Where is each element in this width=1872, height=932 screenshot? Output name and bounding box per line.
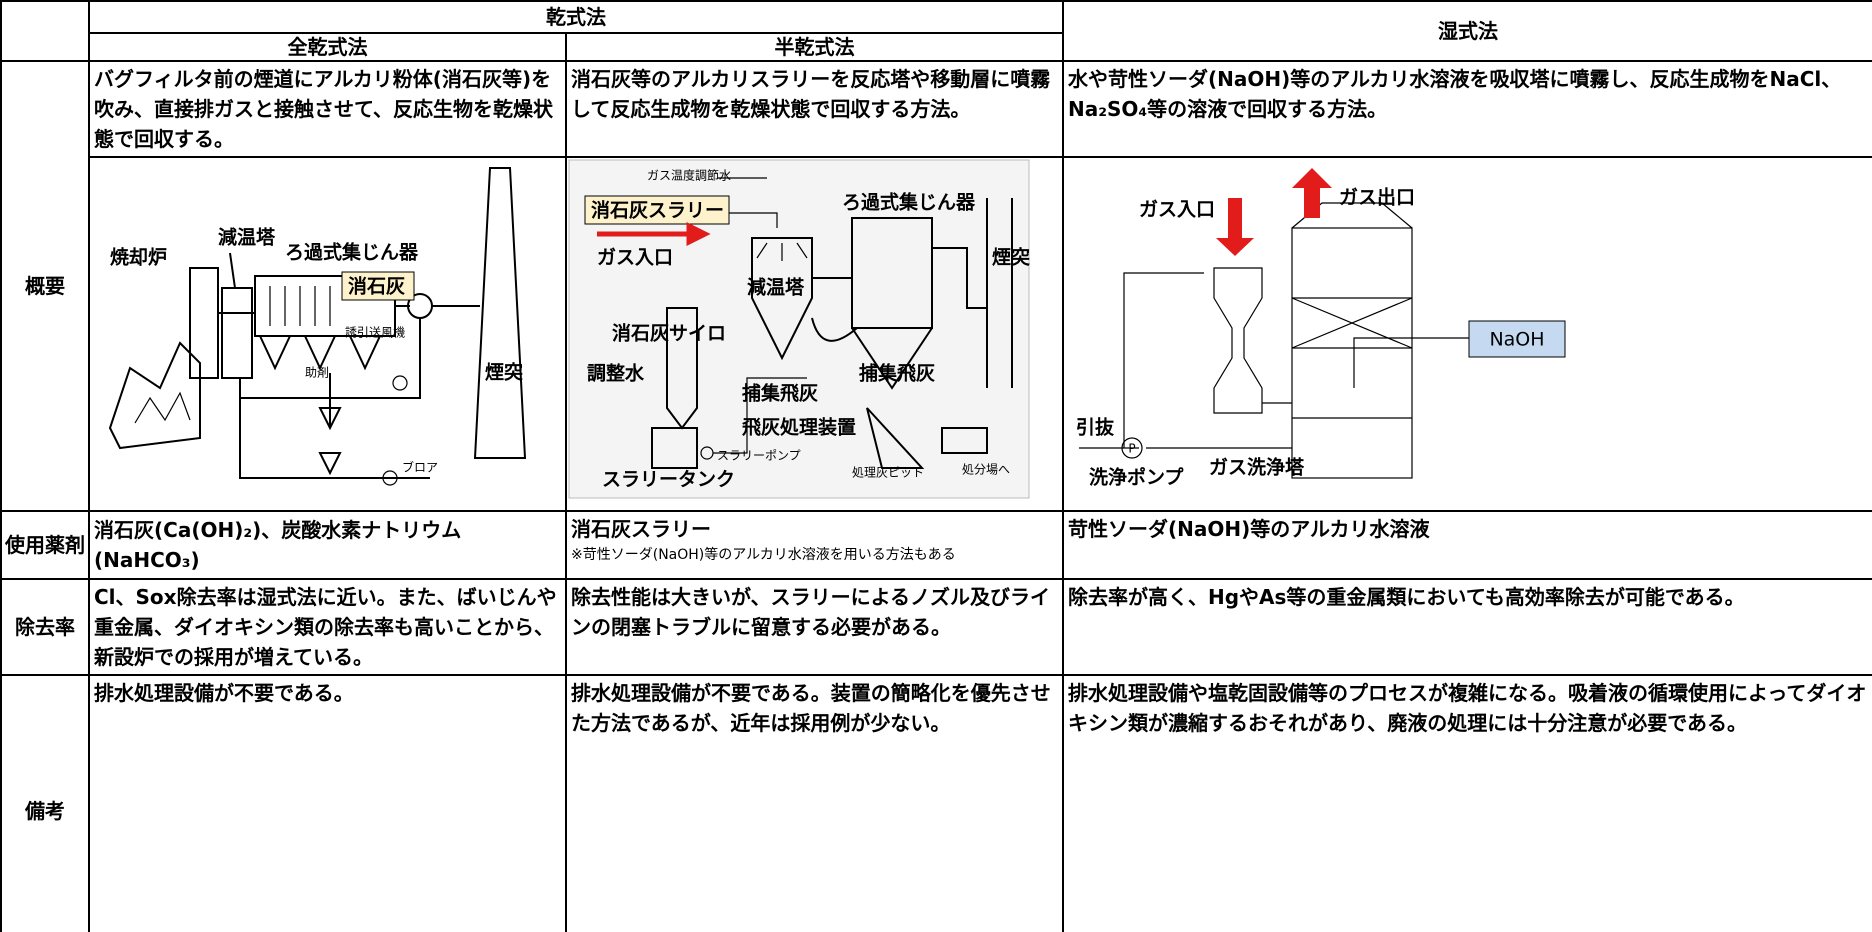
diagram-label: 引抜	[1076, 416, 1115, 439]
diagram-label: 処理灰ピット	[852, 466, 924, 480]
diagram-label: 処分場へ	[962, 463, 1010, 477]
diagram-label: ろ過式集じん器	[842, 191, 976, 214]
diagram-label: 煙突	[992, 246, 1030, 269]
diagram-row: 焼却炉 減温塔 ろ過式集じん器 消石灰 煙突 誘引送風機 助剤 ブロア	[1, 156, 1872, 512]
corner-cell	[0, 0, 90, 62]
diagram-label: 消石灰サイロ	[612, 322, 726, 345]
cell-note: ※苛性ソーダ(NaOH)等のアルカリ水溶液を用いる方法もある	[571, 547, 956, 563]
label-box	[584, 195, 730, 225]
cell: 消石灰スラリー ※苛性ソーダ(NaOH)等のアルカリ水溶液を用いる方法もある	[565, 510, 1064, 580]
diagram-label: ろ過式集じん器	[285, 241, 419, 264]
arrow	[1216, 198, 1254, 256]
header-wet: 湿式法	[1062, 0, 1872, 62]
header-semi-dry: 半乾式法	[565, 32, 1064, 62]
diagram-label: ガス洗浄塔	[1209, 456, 1305, 479]
cell: 排水処理設備や塩乾固設備等のプロセスが複雑になる。吸着液の循環使用によってダイオ…	[1062, 674, 1872, 932]
diagram-label: スラリーポンプ	[717, 449, 801, 463]
full-dry-diagram: 焼却炉 減温塔 ろ過式集じん器 消石灰 煙突 誘引送風機 助剤 ブロア	[108, 167, 527, 486]
wet-diagram: ガス入口 ガス出口 NaOH 引抜 P 洗浄ポンプ ガス洗浄塔	[1076, 168, 1566, 489]
diagram-label: スラリータンク	[602, 469, 735, 491]
cell: 排水処理設備が不要である。	[88, 674, 567, 932]
row-label: 使用薬剤	[0, 510, 90, 580]
cell: 除去性能は大きいが、スラリーによるノズル及びラインの閉塞トラブルに留意する必要が…	[565, 578, 1064, 676]
arrow	[1292, 168, 1332, 218]
cell: 除去率が高く、HgやAs等の重金属類においても高効率除去が可能である。	[1062, 578, 1872, 676]
diagram-label: 誘引送風機	[345, 325, 405, 340]
header-row: 乾式法 湿式法	[0, 0, 1872, 62]
row-label: 概要	[0, 60, 90, 512]
diagram-label: 調整水	[587, 363, 645, 385]
diagram-label: ブロア	[402, 460, 438, 475]
cell: Cl、Sox除去率は湿式法に近い。また、ばいじんや重金属、ダイオキシン類の除去率…	[88, 578, 567, 676]
equipment	[1079, 202, 1469, 479]
header-dry: 乾式法	[88, 0, 1064, 34]
cell: 消石灰(Ca(OH)₂)、炭酸水素ナトリウム(NaHCO₃)	[88, 510, 567, 580]
row-label: 除去率	[0, 578, 90, 676]
cell: 排水処理設備が不要である。装置の簡略化を優先させた方法であるが、近年は採用例が少…	[565, 674, 1064, 932]
diagram-label: 消石灰スラリー	[591, 199, 724, 222]
diagram-label: ガス入口	[597, 247, 673, 269]
diagram-label: 減温塔	[218, 226, 276, 249]
diagram-cell: ガス温度調節水 消石灰スラリー ガス入口 ろ過式集じん器 煙突 減温塔 消石灰サ…	[565, 156, 1064, 512]
diagram-label: NaOH	[1489, 329, 1544, 351]
diagram-label: 消石灰	[348, 275, 405, 298]
equipment	[108, 167, 527, 486]
subheader-row: 全乾式法 半乾式法	[1, 32, 1872, 62]
diagram-label: 助剤	[305, 366, 329, 380]
diagram-label: 捕集飛灰	[742, 382, 818, 405]
diagram-label: 煙突	[485, 361, 523, 384]
row: 除去率 Cl、Sox除去率は湿式法に近い。また、ばいじんや重金属、ダイオキシン類…	[0, 578, 1872, 676]
row: 概要 バグフィルタ前の煙道にアルカリ粉体(消石灰等)を吹み、直接排ガスと接触させ…	[0, 60, 1872, 512]
cell-text: 消石灰スラリー	[571, 517, 711, 541]
header-full-dry: 全乾式法	[88, 32, 567, 62]
diagram-label: 捕集飛灰	[859, 362, 935, 385]
diagram-cell: ガス入口 ガス出口 NaOH 引抜 P 洗浄ポンプ ガス洗浄塔	[1062, 156, 1872, 512]
label-box	[1468, 320, 1566, 358]
diagram-cell: 焼却炉 減温塔 ろ過式集じん器 消石灰 煙突 誘引送風機 助剤 ブロア	[88, 156, 567, 512]
cell: 苛性ソーダ(NaOH)等のアルカリ水溶液	[1062, 510, 1872, 580]
label-box	[341, 271, 415, 301]
row-label: 備考	[0, 674, 90, 932]
row: 使用薬剤 消石灰(Ca(OH)₂)、炭酸水素ナトリウム(NaHCO₃) 消石灰ス…	[0, 510, 1872, 580]
diagram-label: 飛灰処理装置	[742, 416, 856, 439]
arrow	[597, 221, 711, 247]
row: 備考 排水処理設備が不要である。 排水処理設備が不要である。装置の簡略化を優先さ…	[0, 674, 1872, 932]
diagram-label: ガス入口	[1139, 199, 1215, 221]
cell: バグフィルタ前の煙道にアルカリ粉体(消石灰等)を吹み、直接排ガスと接触させて、反…	[88, 60, 567, 158]
diagram-label: 焼却炉	[110, 246, 167, 269]
diagram-label: 減温塔	[747, 276, 805, 299]
semi-dry-diagram: ガス温度調節水 消石灰スラリー ガス入口 ろ過式集じん器 煙突 減温塔 消石灰サ…	[568, 159, 1030, 499]
diagram-label: 洗浄ポンプ	[1089, 466, 1184, 489]
diagram-label: P	[1128, 442, 1135, 456]
cell: 水や苛性ソーダ(NaOH)等のアルカリ水溶液を吸収塔に噴霧し、反応生成物をNaC…	[1062, 60, 1872, 158]
cell: 消石灰等のアルカリスラリーを反応塔や移動層に噴霧して反応生成物を乾燥状態で回収す…	[565, 60, 1064, 158]
diagram-label: ガス出口	[1339, 187, 1415, 209]
diagram-label: ガス温度調節水	[647, 169, 731, 183]
